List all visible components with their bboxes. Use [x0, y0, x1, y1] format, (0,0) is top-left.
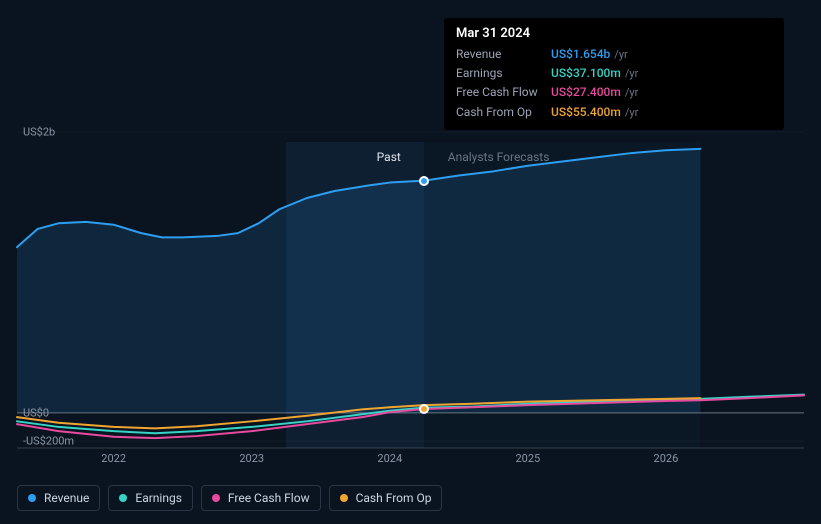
legend-item-earnings[interactable]: Earnings: [108, 485, 193, 511]
tooltip-metric-value: US$1.654b: [551, 45, 610, 64]
legend-item-revenue[interactable]: Revenue: [17, 485, 100, 511]
legend-label: Free Cash Flow: [228, 491, 310, 505]
chart-marker: [419, 404, 429, 414]
legend-label: Earnings: [135, 491, 182, 505]
tooltip-metric-label: Cash From Op: [456, 103, 551, 122]
legend-item-cfo[interactable]: Cash From Op: [329, 485, 443, 511]
tooltip-metric-suffix: /yr: [625, 65, 638, 83]
tooltip-metric-suffix: /yr: [625, 104, 638, 122]
x-axis-label: 2026: [654, 452, 679, 465]
x-axis-label: 2022: [101, 452, 126, 465]
x-axis-label: 2024: [377, 452, 402, 465]
tooltip-metric-value: US$55.400m: [551, 103, 621, 122]
tooltip-metric-value: US$27.400m: [551, 83, 621, 102]
legend-label: Cash From Op: [356, 491, 432, 505]
financial-chart: Mar 31 2024 RevenueUS$1.654b/yrEarningsU…: [0, 0, 821, 524]
tooltip-date: Mar 31 2024: [456, 26, 772, 41]
tooltip-row: Cash From OpUS$55.400m/yr: [456, 103, 772, 122]
legend-dot-icon: [119, 494, 127, 502]
legend-item-fcf[interactable]: Free Cash Flow: [201, 485, 321, 511]
x-axis-label: 2025: [515, 452, 540, 465]
chart-marker: [419, 176, 429, 186]
tooltip-metric-label: Revenue: [456, 45, 551, 64]
tooltip-metric-suffix: /yr: [625, 84, 638, 102]
legend-label: Revenue: [44, 491, 89, 505]
plot-area[interactable]: US$2bUS$0-US$200mPastAnalysts Forecasts: [17, 132, 804, 448]
y-axis-label: -US$200m: [23, 434, 74, 447]
y-axis-label: US$0: [23, 406, 49, 419]
section-label-forecast: Analysts Forecasts: [448, 150, 550, 164]
tooltip-metric-value: US$37.100m: [551, 64, 621, 83]
tooltip-row: RevenueUS$1.654b/yr: [456, 45, 772, 64]
section-label-past: Past: [377, 150, 401, 164]
chart-legend: Revenue Earnings Free Cash Flow Cash From O…: [17, 485, 442, 511]
tooltip-metric-label: Earnings: [456, 64, 551, 83]
tooltip-row: EarningsUS$37.100m/yr: [456, 64, 772, 83]
chart-tooltip: Mar 31 2024 RevenueUS$1.654b/yrEarningsU…: [444, 18, 784, 130]
tooltip-metric-suffix: /yr: [614, 46, 627, 64]
tooltip-row: Free Cash FlowUS$27.400m/yr: [456, 83, 772, 102]
x-axis-label: 2023: [239, 452, 264, 465]
tooltip-metric-label: Free Cash Flow: [456, 83, 551, 102]
y-axis-label: US$2b: [23, 126, 55, 139]
legend-dot-icon: [212, 494, 220, 502]
legend-dot-icon: [340, 494, 348, 502]
chart-svg: [17, 132, 804, 448]
legend-dot-icon: [28, 494, 36, 502]
